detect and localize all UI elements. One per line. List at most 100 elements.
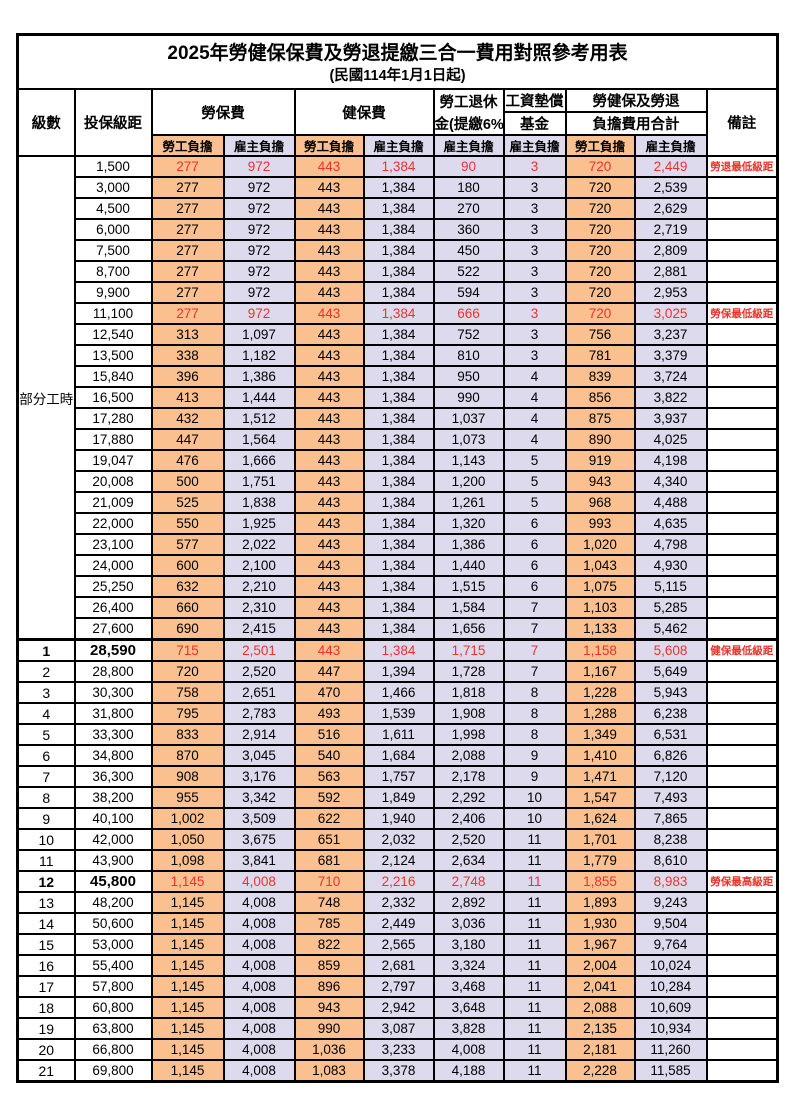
value-cell: 443 xyxy=(293,302,365,325)
table-row: 2 28,800 720 2,520 447 1,394 1,728 7 1,167 5,649 xyxy=(16,660,779,683)
subheader-fund-employer: 雇主負擔 xyxy=(502,134,567,157)
value-cell: 9 xyxy=(502,765,567,788)
value-cell: 5 xyxy=(502,491,567,514)
note-cell xyxy=(705,533,779,556)
note-cell xyxy=(705,975,779,998)
level-cell: 13 xyxy=(16,891,76,914)
note-cell xyxy=(705,239,779,262)
table-row: 4,500 277 972 443 1,384 270 3 720 2,629 xyxy=(18,197,779,220)
value-cell: 522 xyxy=(432,260,505,283)
value-cell: 990 xyxy=(432,386,505,409)
value-cell: 1,384 xyxy=(362,323,435,346)
value-cell: 11 xyxy=(502,1038,567,1061)
value-cell: 7,865 xyxy=(633,807,708,830)
value-cell: 9 xyxy=(502,744,567,767)
value-cell: 432 xyxy=(150,407,225,430)
value-cell: 8,983 xyxy=(633,870,708,893)
level-cell: 19 xyxy=(16,1017,76,1040)
value-cell: 11 xyxy=(502,996,567,1019)
value-cell: 1,656 xyxy=(432,617,505,641)
value-cell: 2,449 xyxy=(633,155,708,178)
value-cell: 856 xyxy=(564,386,636,409)
value-cell: 2,292 xyxy=(432,786,505,809)
value-cell: 4,008 xyxy=(222,1017,296,1040)
value-cell: 1,261 xyxy=(432,491,505,514)
value-cell: 443 xyxy=(293,386,365,409)
value-cell: 4,488 xyxy=(633,491,708,514)
bracket-cell: 31,800 xyxy=(73,702,153,725)
value-cell: 4 xyxy=(502,386,567,409)
col-header-total-line1: 勞健保及勞退 xyxy=(564,88,708,113)
value-cell: 3,045 xyxy=(222,744,296,767)
value-cell: 1,097 xyxy=(222,323,296,346)
level-cell: 12 xyxy=(16,870,76,893)
value-cell: 1,384 xyxy=(362,596,435,619)
value-cell: 9,504 xyxy=(633,912,708,935)
value-cell: 1,384 xyxy=(362,617,435,641)
value-cell: 785 xyxy=(293,912,365,935)
value-cell: 443 xyxy=(293,407,365,430)
value-cell: 493 xyxy=(293,702,365,725)
value-cell: 11 xyxy=(502,933,567,956)
note-cell xyxy=(705,849,779,872)
level-cell: 21 xyxy=(16,1059,76,1083)
value-cell: 2,520 xyxy=(432,828,505,851)
level-cell: 1 xyxy=(16,638,76,662)
value-cell: 2,310 xyxy=(222,596,296,619)
value-cell: 1,728 xyxy=(432,660,505,683)
value-cell: 3,324 xyxy=(432,954,505,977)
value-cell: 972 xyxy=(222,302,296,325)
value-cell: 2,181 xyxy=(564,1038,636,1061)
value-cell: 748 xyxy=(293,891,365,914)
value-cell: 277 xyxy=(150,239,225,262)
bracket-cell: 17,880 xyxy=(73,428,153,451)
value-cell: 443 xyxy=(293,155,365,178)
table-row: 20,008 500 1,751 443 1,384 1,200 5 943 4,340 xyxy=(18,470,779,493)
page-title: 2025年勞健保保費及勞退提繳三合一費用對照參考用表 xyxy=(167,42,628,64)
value-cell: 3,379 xyxy=(633,344,708,367)
table-row: 16,500 413 1,444 443 1,384 990 4 856 3,822 xyxy=(18,386,779,409)
value-cell: 4,930 xyxy=(633,554,708,577)
value-cell: 443 xyxy=(293,596,365,619)
value-cell: 1,751 xyxy=(222,470,296,493)
header-row-2: 金(提繳6%) 基金 負擔費用合計 xyxy=(18,111,778,136)
value-cell: 1,145 xyxy=(150,1038,225,1061)
value-cell: 11 xyxy=(502,891,567,914)
value-cell: 270 xyxy=(432,197,505,220)
value-cell: 1,384 xyxy=(362,344,435,367)
value-cell: 277 xyxy=(150,197,225,220)
table-row: 12 45,800 1,145 4,008 710 2,216 2,748 11 1,855 8,… xyxy=(16,870,779,893)
value-cell: 4 xyxy=(502,407,567,430)
value-cell: 758 xyxy=(150,681,225,704)
note-cell xyxy=(705,554,779,577)
value-cell: 3 xyxy=(502,218,567,241)
bracket-cell: 28,800 xyxy=(73,660,153,683)
header-row-1: 級數 投保級距 勞保費 健保費 勞工退休 工資墊償 勞健保及勞退 備註 xyxy=(16,88,779,157)
value-cell: 3,378 xyxy=(362,1059,435,1083)
bracket-cell: 36,300 xyxy=(73,765,153,788)
premium-reference-table: 2025年勞健保保費及勞退提繳三合一費用對照參考用表 (民國114年1月1日起)… xyxy=(16,33,780,1083)
table-row: 19 63,800 1,145 4,008 990 3,087 3,828 11 2,135 10… xyxy=(16,1017,779,1040)
level-cell: 7 xyxy=(16,765,76,788)
value-cell: 4,798 xyxy=(633,533,708,556)
value-cell: 950 xyxy=(432,365,505,388)
note-cell: 健保最低級距 xyxy=(705,638,779,662)
value-cell: 1,701 xyxy=(564,828,636,851)
bracket-cell: 13,500 xyxy=(73,344,153,367)
value-cell: 2,953 xyxy=(633,281,708,304)
value-cell: 2,216 xyxy=(362,870,435,893)
value-cell: 447 xyxy=(293,660,365,683)
col-header-wage-fund-line1: 工資墊償 xyxy=(502,88,567,113)
level-cell: 17 xyxy=(16,975,76,998)
value-cell: 1,893 xyxy=(564,891,636,914)
section-label: 部分工時 xyxy=(16,155,76,641)
value-cell: 972 xyxy=(222,281,296,304)
value-cell: 11,260 xyxy=(633,1038,708,1061)
table-row: 6,000 277 972 443 1,384 360 3 720 2,719 xyxy=(18,218,779,241)
value-cell: 3,822 xyxy=(633,386,708,409)
bracket-cell: 11,100 xyxy=(73,302,153,325)
value-cell: 2,565 xyxy=(362,933,435,956)
value-cell: 2,501 xyxy=(222,638,296,662)
value-cell: 3 xyxy=(502,281,567,304)
value-cell: 3,937 xyxy=(633,407,708,430)
